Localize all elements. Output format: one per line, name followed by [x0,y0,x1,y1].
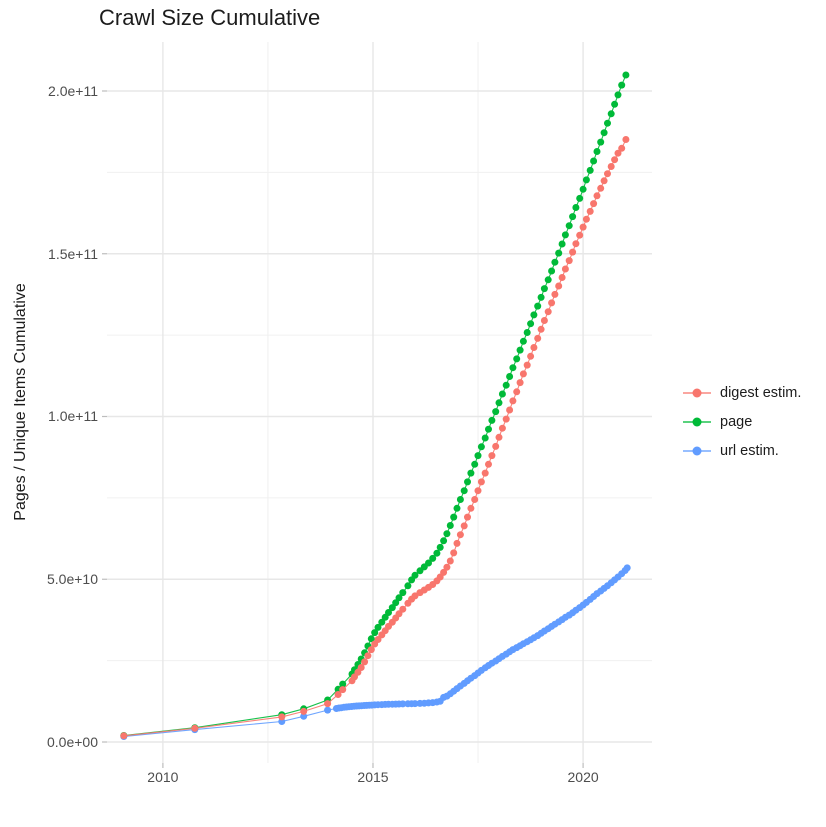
url-series-key-icon [683,446,711,456]
y-tick-label: 1.5e+11 [48,245,98,262]
legend-label-digest: digest estim. [720,384,802,401]
legend-label-url: url estim. [720,442,779,459]
legend-item-page: page [683,407,801,436]
major-gridlines [107,42,652,763]
axis-ticks [102,90,584,768]
legend-item-url: url estim. [683,436,801,465]
legend-item-digest: digest estim. [683,378,801,407]
y-tick-label: 0.0e+00 [47,734,98,750]
page-series-key-icon [683,417,711,427]
legend: digest estim. page url estim. [683,378,801,465]
digest-series-key-icon [683,388,711,398]
x-tick-label: 2010 [147,769,179,785]
y-tick-label: 1.0e+11 [48,408,98,425]
series-page [120,71,630,739]
minor-gridlines [107,42,652,763]
legend-label-page: page [720,413,753,430]
series-url-estim [120,564,631,740]
chart-title: Crawl Size Cumulative [99,5,321,30]
y-tick-label: 5.0e+10 [47,571,98,588]
series-digest-estim [120,136,630,740]
y-tick-label: 2.0e+11 [48,82,98,99]
x-tick-label: 2020 [567,769,599,785]
x-tick-label: 2015 [357,769,389,785]
